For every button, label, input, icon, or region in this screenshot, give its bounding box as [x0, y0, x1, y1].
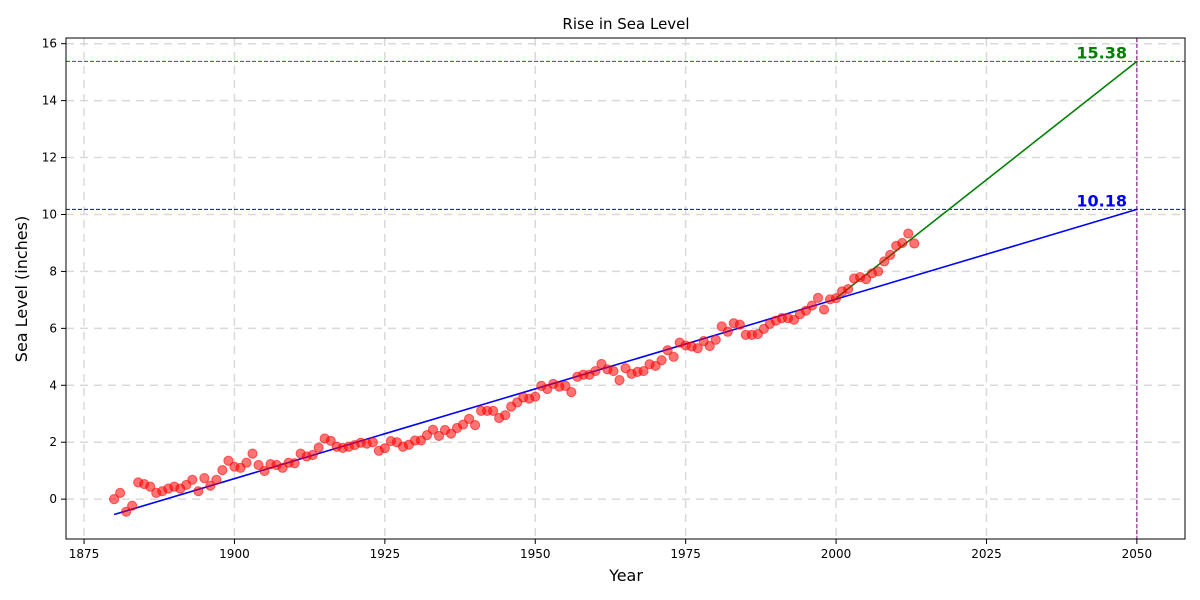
y-tick-label: 4 [49, 378, 57, 392]
data-point [379, 443, 390, 454]
data-point [187, 474, 198, 485]
data-point [818, 304, 830, 315]
y-tick-label: 8 [49, 264, 57, 278]
data-point [873, 266, 884, 277]
data-point [704, 340, 715, 352]
gridlines [66, 38, 1185, 539]
data-point [903, 228, 914, 239]
scatter-points [109, 228, 920, 517]
x-tick-label: 1925 [370, 547, 401, 561]
data-point [223, 455, 234, 466]
data-point [307, 449, 318, 461]
projection-value-label: 10.18 [1076, 191, 1127, 210]
data-point [127, 500, 138, 511]
data-point [812, 292, 824, 303]
x-tick-label: 1975 [670, 547, 701, 561]
plot-frame [65, 37, 1186, 540]
data-point [259, 465, 270, 477]
y-tick-label: 2 [49, 435, 57, 449]
data-point [668, 351, 679, 362]
data-point [253, 459, 264, 471]
data-point [560, 380, 571, 391]
data-point [590, 365, 601, 377]
data-point [289, 458, 300, 469]
chart-title: Rise in Sea Level [562, 15, 689, 33]
x-tick-label: 1900 [219, 547, 250, 561]
data-point [145, 481, 156, 492]
data-point [241, 457, 252, 468]
data-point [469, 420, 481, 431]
data-point [199, 472, 210, 484]
x-tick-label: 1875 [69, 547, 100, 561]
x-axis-label: Year [608, 566, 643, 585]
x-tick-label: 1950 [520, 547, 551, 561]
reference-labels: 10.18 15.38 [1076, 43, 1127, 210]
data-point [656, 355, 667, 366]
y-axis-label: Sea Level (inches) [12, 216, 31, 362]
data-point [217, 465, 228, 476]
data-point [530, 391, 541, 402]
data-point [205, 480, 216, 491]
data-point [608, 365, 619, 377]
x-tick-label: 2050 [1122, 547, 1153, 561]
data-point [121, 506, 132, 517]
data-point [897, 237, 908, 249]
trend-lines [113, 60, 1138, 516]
data-point [722, 326, 733, 337]
data-point [879, 256, 890, 267]
data-point [842, 283, 854, 295]
data-point [734, 319, 745, 330]
data-point [566, 387, 577, 398]
data-point [427, 424, 439, 435]
data-point [115, 487, 126, 498]
x-tick-label: 2025 [971, 547, 1002, 561]
y-tick-label: 0 [49, 492, 57, 506]
data-point [433, 430, 445, 442]
x-axis: 1875 1900 1925 1950 1975 2000 2025 2050 [69, 539, 1152, 561]
data-point [662, 345, 673, 356]
data-point [367, 437, 378, 448]
data-point [500, 410, 511, 421]
y-axis: 0 2 4 6 8 10 12 14 16 [42, 37, 66, 506]
data-point [806, 300, 818, 311]
data-point [830, 293, 842, 304]
projection-value-label: 15.38 [1076, 43, 1127, 62]
data-point [909, 238, 920, 249]
y-tick-label: 6 [49, 321, 57, 335]
y-tick-label: 16 [42, 37, 57, 51]
data-point [325, 435, 336, 446]
data-point [211, 474, 222, 485]
data-point [313, 442, 324, 453]
y-tick-label: 14 [42, 94, 57, 108]
data-point [193, 486, 204, 497]
data-point [463, 413, 475, 424]
data-point [109, 494, 120, 505]
data-point [885, 249, 896, 261]
data-point [614, 375, 625, 386]
y-tick-label: 10 [42, 207, 57, 221]
data-point [692, 343, 703, 354]
data-point [247, 448, 258, 459]
reference-lines [66, 38, 1185, 539]
x-tick-label: 2000 [821, 547, 852, 561]
data-point [638, 365, 649, 377]
data-point [488, 405, 499, 417]
data-point [710, 334, 721, 345]
y-tick-label: 12 [42, 151, 57, 165]
